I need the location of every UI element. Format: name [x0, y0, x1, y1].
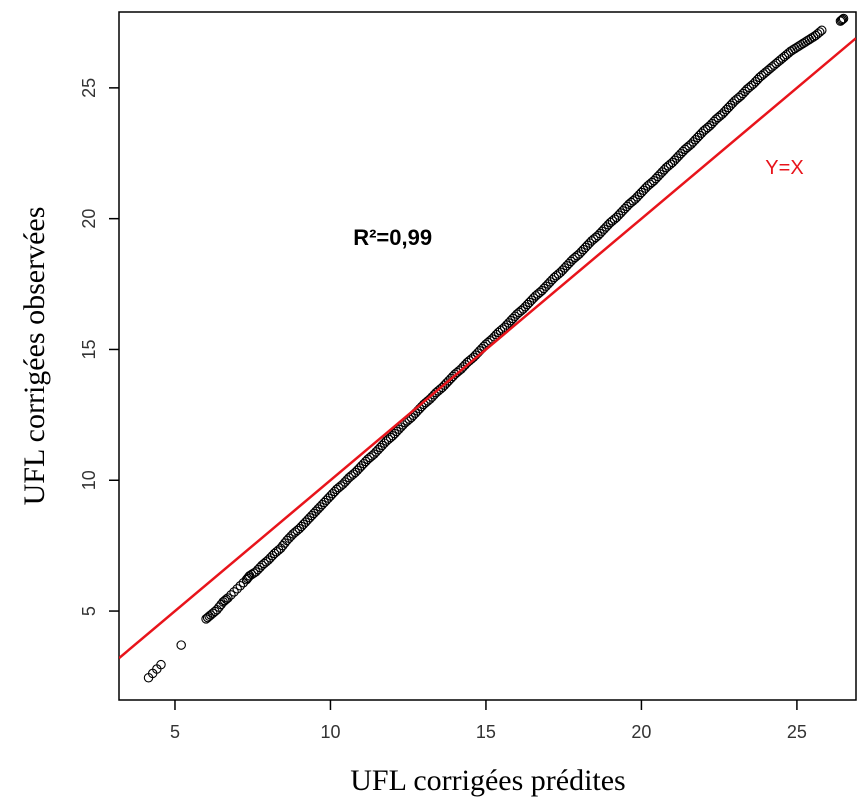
y-axis-title: UFL corrigées observées — [18, 207, 51, 506]
r-squared-annotation: R²=0,99 — [353, 225, 432, 250]
x-tick-label: 15 — [476, 722, 496, 742]
y-tick-label: 15 — [79, 339, 99, 359]
data-point — [223, 593, 233, 603]
data-point — [836, 15, 847, 26]
x-axis-title: UFL corrigées prédites — [350, 764, 625, 797]
data-point — [176, 640, 186, 650]
reference-line-label: Y=X — [765, 157, 803, 179]
data-point — [226, 590, 236, 600]
x-tick-label: 20 — [631, 722, 651, 742]
data-point — [817, 25, 827, 36]
x-tick-label: 5 — [170, 722, 180, 742]
data-point — [219, 595, 230, 606]
data-point — [835, 16, 846, 26]
y-tick-label: 20 — [79, 209, 99, 229]
data-point — [232, 584, 242, 594]
y-tick-label: 5 — [79, 606, 99, 616]
y-tick-label: 25 — [79, 78, 99, 98]
data-point — [814, 27, 825, 37]
plot-frame — [118, 11, 857, 701]
reference-line-y-equals-x — [119, 37, 856, 660]
axis-ticks: 5 10 15 20 25 5 10 15 20 25 — [79, 78, 807, 742]
x-tick-label: 10 — [320, 722, 340, 742]
data-point — [235, 581, 246, 591]
data-point — [838, 13, 849, 24]
data-point — [229, 587, 239, 597]
data-point — [156, 659, 166, 670]
x-tick-label: 25 — [787, 722, 807, 742]
data-point — [837, 14, 848, 25]
y-tick-label: 10 — [79, 470, 99, 490]
